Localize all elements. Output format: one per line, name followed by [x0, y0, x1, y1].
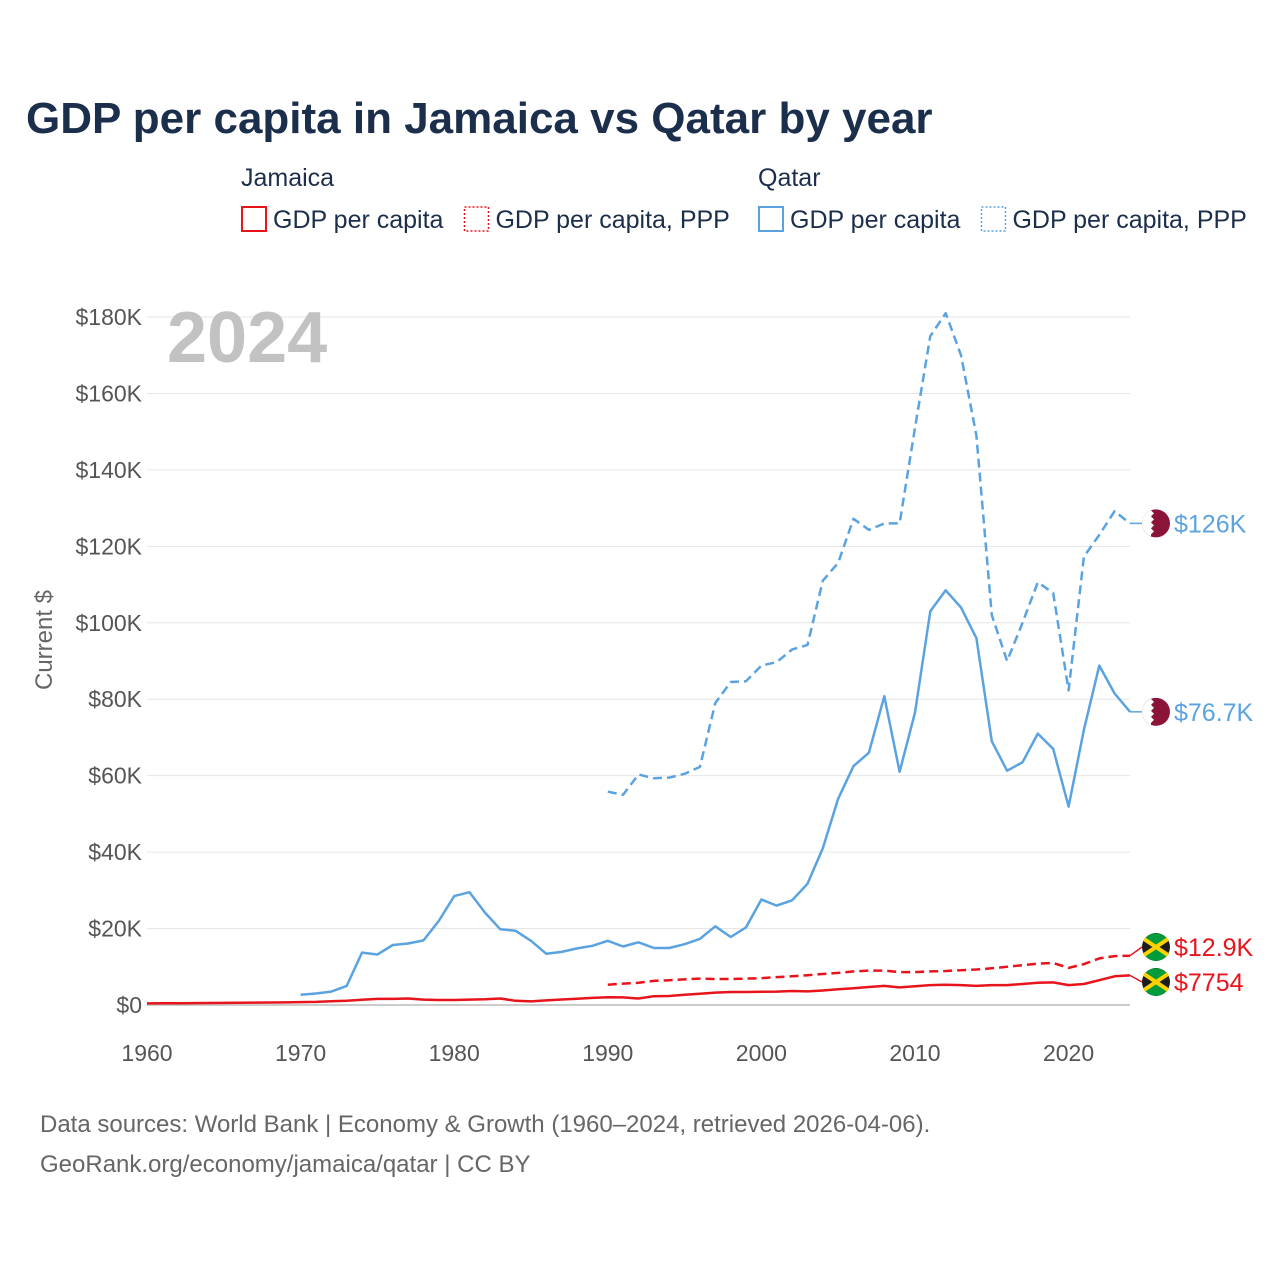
x-tick-label: 2020	[1043, 1040, 1094, 1066]
end-value-label: $7754	[1174, 969, 1244, 997]
year-watermark: 2024	[167, 298, 327, 378]
end-value-label: $126K	[1174, 510, 1247, 538]
grid-lines	[147, 316, 1130, 1006]
legend-label: GDP per capita	[790, 206, 961, 234]
series-line	[607, 954, 1131, 986]
x-tick-label: 1960	[121, 1040, 172, 1066]
legend: Jamaica GDP per capita GDP per capita, PPP…	[241, 164, 1247, 234]
jamaica-flag-green-bottom	[1144, 947, 1168, 961]
y-tick-label: $20K	[88, 916, 142, 942]
qatar-flag-white-band	[1142, 698, 1154, 725]
x-tick-label: 2000	[736, 1040, 787, 1066]
series-line	[300, 589, 1131, 996]
end-value-label: $12.9K	[1174, 934, 1254, 962]
qatar-flag-white-band	[1142, 510, 1154, 537]
x-tick-label: 1990	[582, 1040, 633, 1066]
end-value-label: $76.7K	[1174, 699, 1254, 727]
jamaica-flag-cross	[1142, 972, 1170, 992]
chart-title: GDP per capita in Jamaica vs Qatar by ye…	[26, 94, 933, 143]
y-tick-label: $100K	[75, 610, 142, 636]
legend-swatch	[758, 206, 784, 232]
y-tick-label: $80K	[88, 686, 142, 712]
source-line-1: Data sources: World Bank | Economy & Gro…	[40, 1111, 930, 1138]
jamaica-flag-cross	[1142, 937, 1170, 957]
end-connector	[1129, 946, 1143, 957]
series-lines	[146, 311, 1131, 1005]
legend-group-title: Qatar	[758, 164, 821, 192]
y-axis-label: Current $	[31, 590, 58, 690]
legend-group-title: Jamaica	[241, 164, 334, 192]
x-tick-label: 1970	[275, 1040, 326, 1066]
legend-label: GDP per capita, PPP	[495, 206, 729, 234]
y-tick-label: $40K	[88, 839, 142, 865]
legend-swatch	[241, 206, 267, 232]
end-markers: $7754 $12.9K $76.7K $126K	[1129, 509, 1254, 997]
legend-label: GDP per capita, PPP	[1012, 206, 1246, 234]
source-line-2: GeoRank.org/economy/jamaica/qatar | CC B…	[40, 1151, 530, 1178]
x-tick-label: 1980	[429, 1040, 480, 1066]
legend-label: GDP per capita	[273, 206, 444, 234]
jamaica-flag-green-bottom	[1144, 982, 1168, 996]
x-axis-ticks: 1960 1970 1980 1990 2000 2010 2020	[121, 1040, 1094, 1066]
end-connector	[1129, 974, 1143, 983]
series-line	[146, 974, 1131, 1005]
y-axis-ticks: $0 $20K $40K $60K $80K $100K $120K $140K $160K $1…	[75, 304, 142, 1018]
y-tick-label: $60K	[88, 763, 142, 789]
y-tick-label: $120K	[75, 533, 142, 559]
x-tick-label: 2010	[889, 1040, 940, 1066]
y-tick-label: $180K	[75, 304, 142, 330]
series-line	[607, 311, 1131, 797]
y-tick-label: $140K	[75, 457, 142, 483]
legend-swatch	[980, 206, 1007, 232]
jamaica-flag-green-top	[1144, 968, 1168, 982]
jamaica-flag-green-top	[1144, 933, 1168, 947]
y-tick-label: $0	[116, 992, 142, 1018]
y-tick-label: $160K	[75, 380, 142, 406]
legend-swatch	[463, 206, 490, 232]
